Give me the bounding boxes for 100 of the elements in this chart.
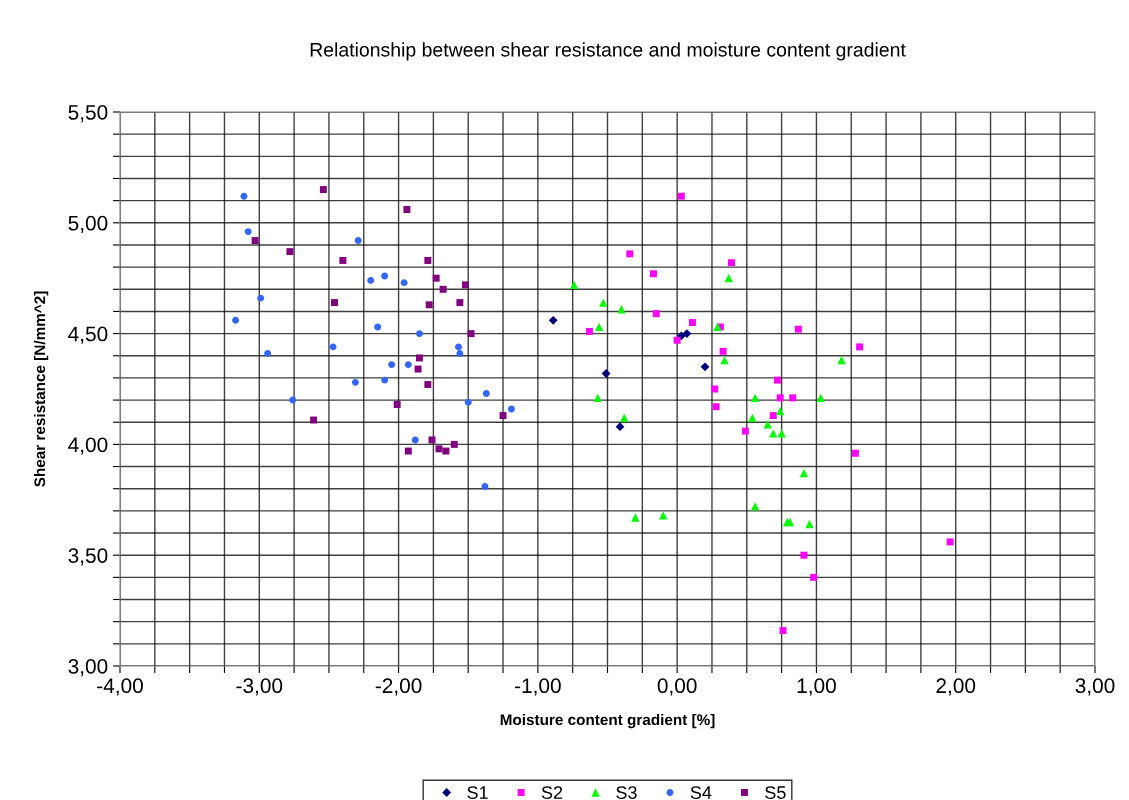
- point: [424, 381, 432, 389]
- point: [601, 369, 611, 378]
- point: [682, 329, 692, 339]
- point: [456, 299, 464, 307]
- point: [626, 250, 634, 258]
- point: [450, 440, 458, 448]
- x-tick-label: 1,00: [797, 678, 836, 696]
- point: [411, 436, 419, 444]
- point: [319, 186, 327, 194]
- legend-label: S1: [467, 786, 488, 799]
- point: [424, 257, 432, 264]
- y-axis-title: Shear resistance [N/mm^2]: [33, 291, 49, 487]
- point: [244, 228, 252, 236]
- legend-label: S5: [765, 786, 786, 799]
- point: [442, 447, 450, 455]
- x-tick-label: 2,00: [936, 678, 976, 696]
- point: [499, 412, 507, 420]
- point: [837, 356, 846, 365]
- x-tick-label: 0,00: [657, 678, 697, 696]
- point: [750, 393, 760, 403]
- point: [800, 551, 808, 559]
- point: [414, 365, 422, 373]
- x-tick-label: -1,00: [515, 678, 561, 696]
- point: [594, 322, 604, 332]
- point: [464, 398, 472, 406]
- point: [339, 257, 347, 264]
- point: [454, 343, 462, 351]
- point: [700, 362, 710, 372]
- point: [652, 310, 660, 318]
- point: [794, 325, 802, 333]
- point: [750, 502, 760, 511]
- point: [374, 323, 382, 331]
- point: [482, 389, 490, 397]
- point: [286, 248, 294, 256]
- point: [851, 449, 859, 457]
- point: [720, 356, 729, 365]
- point: [456, 350, 464, 358]
- point: [569, 280, 579, 290]
- point: [649, 270, 657, 278]
- point: [404, 447, 412, 455]
- point: [712, 403, 720, 411]
- point: [789, 394, 797, 402]
- point: [548, 315, 558, 325]
- point: [777, 429, 786, 438]
- y-tick-label: 4,00: [68, 437, 108, 455]
- x-tick-label: 3,00: [1075, 678, 1115, 696]
- legend-label: S4: [690, 786, 712, 799]
- point: [264, 350, 272, 358]
- point: [435, 445, 443, 453]
- point: [741, 427, 749, 435]
- point: [946, 538, 954, 546]
- point: [425, 301, 433, 309]
- point: [688, 319, 696, 326]
- chart-title: Relationship between shear resistance and moisture content gradient: [310, 42, 906, 61]
- point: [585, 327, 593, 335]
- point: [617, 305, 626, 314]
- point: [776, 394, 784, 402]
- x-tick-label: -2,00: [375, 678, 422, 696]
- point: [404, 361, 412, 369]
- x-tick-label: -3,00: [236, 678, 283, 696]
- x-axis-title: Moisture content gradient [%]: [500, 713, 715, 729]
- point: [381, 376, 389, 384]
- point: [415, 330, 423, 338]
- point: [816, 393, 825, 403]
- point: [393, 401, 401, 408]
- point: [354, 237, 362, 244]
- point: [507, 405, 515, 413]
- point: [719, 347, 727, 355]
- point: [810, 573, 818, 581]
- y-tick-label: 5,50: [68, 105, 108, 123]
- y-tick-label: 3,50: [68, 548, 108, 566]
- point: [461, 281, 469, 289]
- point: [232, 316, 240, 324]
- point: [620, 413, 629, 422]
- y-tick-label: 4,50: [68, 326, 108, 344]
- point: [331, 299, 338, 307]
- point: [776, 406, 785, 416]
- y-tick-label: 5,00: [68, 215, 108, 234]
- point: [251, 237, 259, 244]
- point: [673, 336, 681, 344]
- point: [727, 259, 735, 267]
- point: [481, 483, 489, 490]
- point: [769, 412, 777, 420]
- point: [599, 298, 608, 307]
- point: [240, 192, 248, 200]
- point: [432, 274, 440, 282]
- point: [381, 272, 389, 280]
- legend-label: S2: [541, 786, 563, 799]
- point: [388, 361, 396, 369]
- point: [351, 378, 359, 386]
- point: [289, 396, 297, 404]
- point: [257, 294, 265, 302]
- point: [805, 520, 814, 529]
- point: [615, 422, 625, 432]
- point: [367, 276, 375, 284]
- point: [439, 285, 447, 293]
- point: [593, 393, 602, 403]
- x-tick-label: -4,00: [97, 678, 143, 696]
- point: [763, 420, 772, 429]
- point: [724, 274, 733, 283]
